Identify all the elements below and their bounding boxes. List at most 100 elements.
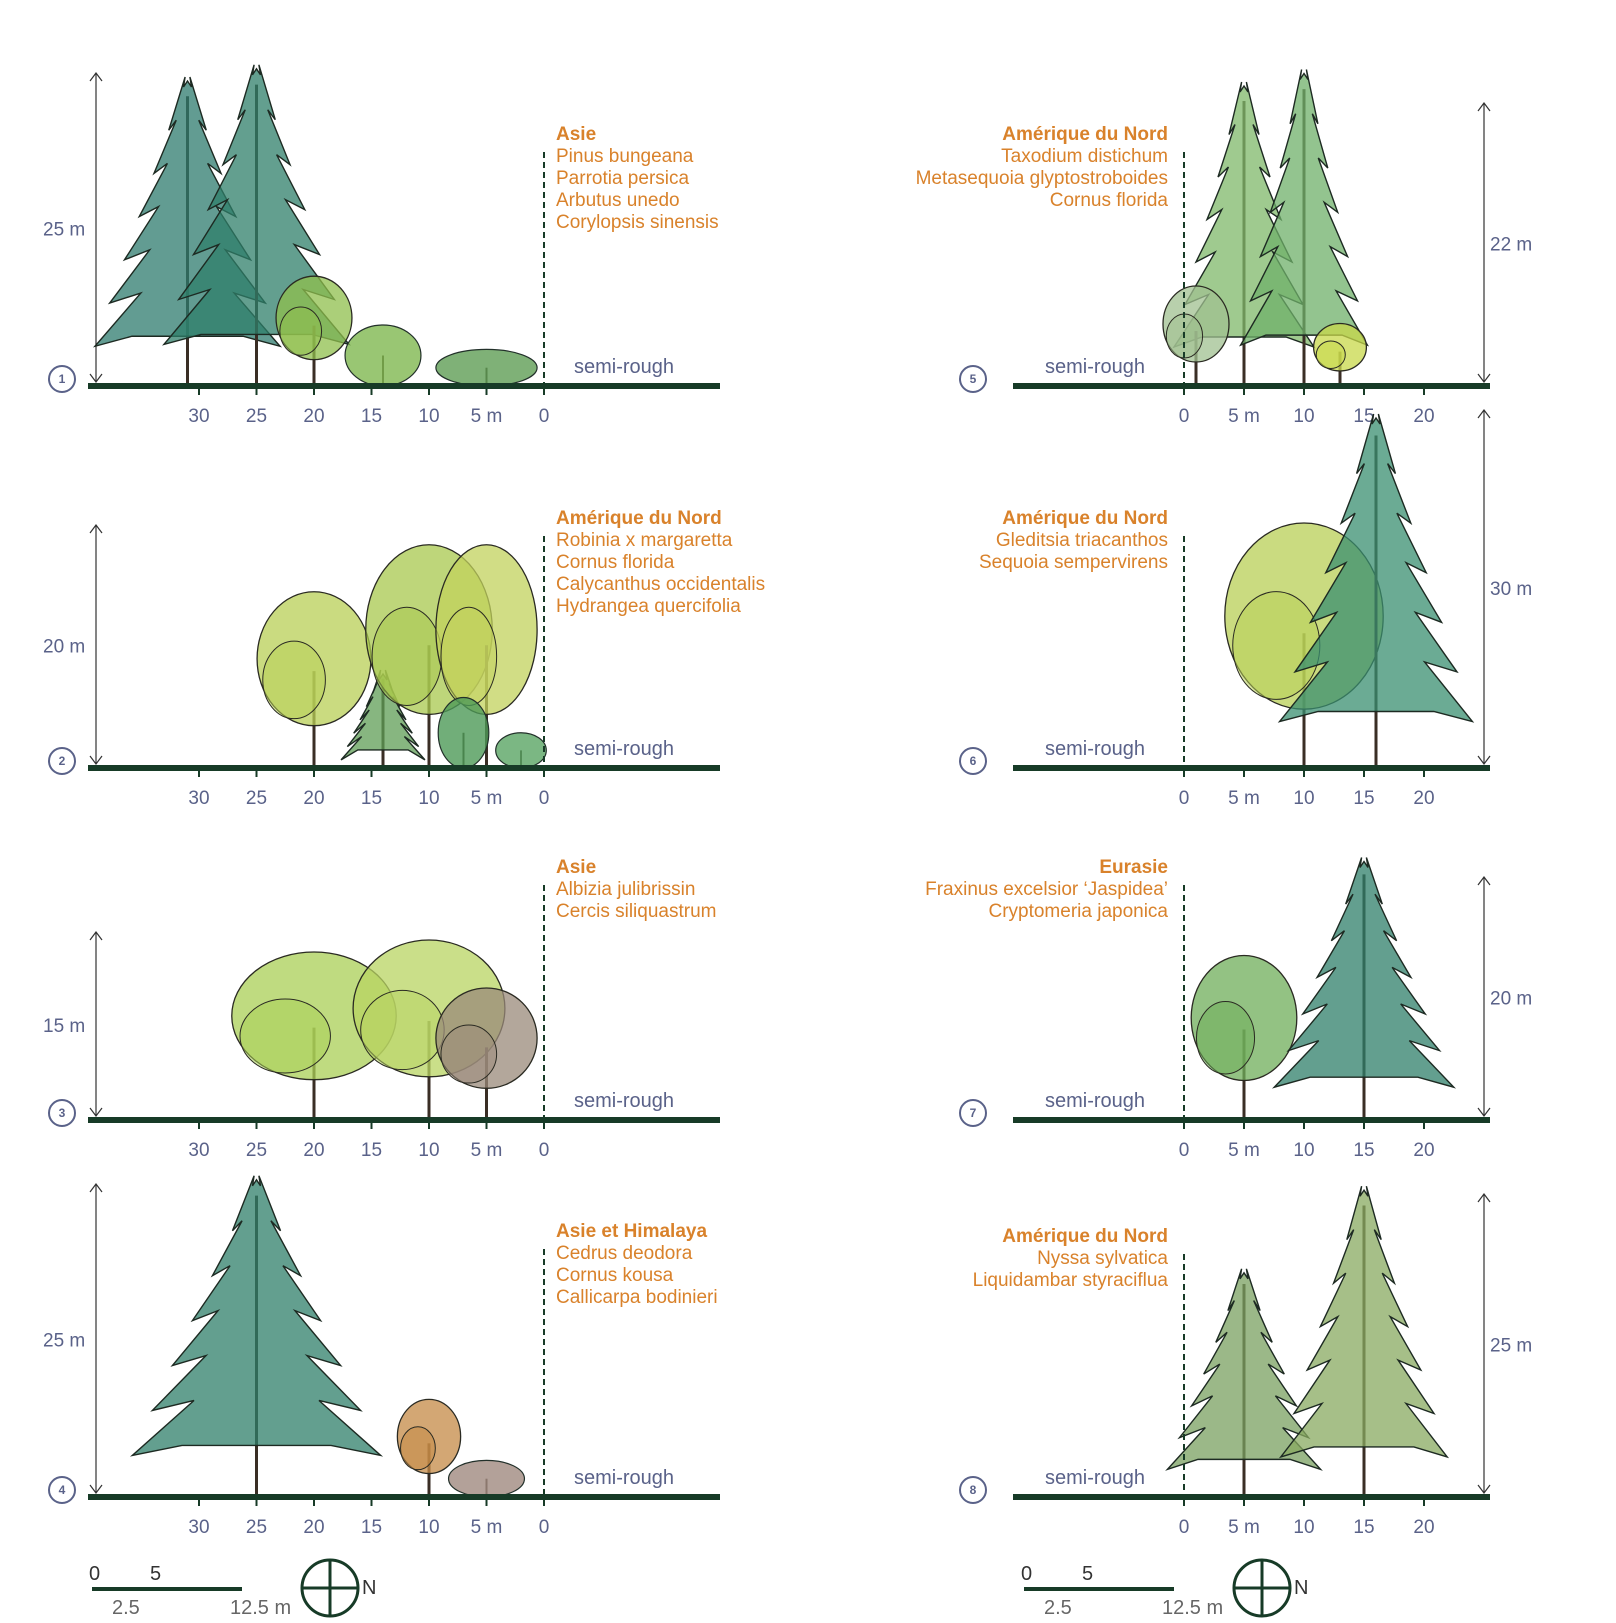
height-label: 20 m <box>1490 989 1532 1010</box>
tree-broadleaf <box>231 951 397 1120</box>
axis-tick-label: 5 m <box>471 1517 503 1538</box>
section-panel-5: 22 m 0 5 m 10 15 20 5 semi-rough Amérique du Nor… <box>916 69 1532 427</box>
species-name: Cornus kousa <box>556 1265 674 1286</box>
species-name: Cedrus deodora <box>556 1243 693 1264</box>
tree-conifer <box>1277 413 1475 768</box>
tree-canopy-lobe <box>262 640 326 720</box>
panel-number-badge <box>48 1099 76 1127</box>
tree-canopy-lobe <box>1232 591 1321 700</box>
species-name: Arbutus unedo <box>556 190 680 211</box>
tree-canopy-lobe <box>360 989 445 1071</box>
section-panel-2: 20 m 30 25 20 15 10 5 m 0 2 semi-rough Amérique du… <box>43 508 765 809</box>
axis-tick-label: 5 m <box>1228 1140 1260 1161</box>
ground-label: semi-rough <box>1045 1090 1145 1112</box>
axis-tick-label: 25 <box>246 1517 267 1538</box>
ground-label: semi-rough <box>574 356 674 378</box>
region-title: Amérique du Nord <box>556 508 722 529</box>
axis-tick-label: 0 <box>1179 1140 1190 1161</box>
tree-broadleaf <box>1162 285 1230 386</box>
tree-conifer <box>1278 1186 1450 1497</box>
axis-tick-label: 20 <box>1413 406 1434 427</box>
height-arrow-top-icon <box>89 524 103 534</box>
tree-canopy <box>1278 1186 1450 1459</box>
axis-tick-label: 20 <box>303 788 324 809</box>
axis-tick-label: 15 <box>361 1517 382 1538</box>
tree-canopy <box>129 1175 384 1457</box>
tree-canopy <box>161 64 352 346</box>
species-name: Pinus bungeana <box>556 146 694 167</box>
tree-broadleaf <box>396 1398 462 1497</box>
height-arrow-bottom-icon <box>89 373 103 383</box>
shrub-canopy <box>447 1459 526 1498</box>
tree-canopy-lobe <box>371 606 443 706</box>
axis-tick-label: 20 <box>1413 1517 1434 1538</box>
axis-tick-label: 0 <box>1179 788 1190 809</box>
ground-label: semi-rough <box>1045 356 1145 378</box>
height-arrow-top-icon <box>89 72 103 82</box>
tree-shrub <box>495 732 547 769</box>
axis-tick-label: 30 <box>188 406 209 427</box>
tree-conifer <box>161 64 352 386</box>
height-arrow-bottom-icon <box>1477 1107 1491 1117</box>
height-arrow-bottom-icon <box>1477 1484 1491 1494</box>
tree-broadleaf <box>435 987 538 1120</box>
tree-canopy <box>1271 857 1457 1089</box>
species-name: Gleditsia triacanthos <box>996 530 1168 551</box>
axis-tick-label: 20 <box>303 1140 324 1161</box>
tree-conifer <box>129 1175 384 1497</box>
axis-tick-label: 15 <box>361 1140 382 1161</box>
axis-tick-label: 5 m <box>471 788 503 809</box>
tree-conifer <box>1238 69 1370 386</box>
region-title: Asie et Himalaya <box>556 1221 707 1242</box>
ground-label: semi-rough <box>1045 738 1145 760</box>
ground-line <box>1013 765 1490 771</box>
panel-number: 2 <box>59 754 66 768</box>
tree-broadleaf <box>256 591 372 768</box>
axis-tick-label: 10 <box>418 788 439 809</box>
species-name: Cercis siliquastrum <box>556 901 716 922</box>
panel-number-badge <box>959 747 987 775</box>
scale-bar-line <box>92 1587 242 1591</box>
scale-label-top: 5 <box>150 1563 161 1585</box>
panel-number: 3 <box>59 1106 66 1120</box>
axis-tick-label: 20 <box>1413 788 1434 809</box>
tree-broadleaf <box>1190 954 1298 1120</box>
shrub-canopy <box>344 324 422 387</box>
tree-canopy <box>1238 69 1370 347</box>
ground-line <box>88 1494 720 1500</box>
ground-line <box>88 1117 720 1123</box>
axis-tick-label: 25 <box>246 788 267 809</box>
axis-tick-label: 15 <box>361 406 382 427</box>
shrub-canopy <box>495 732 547 769</box>
axis-tick-label: 5 m <box>1228 406 1260 427</box>
panel-number: 5 <box>970 372 977 386</box>
axis-tick-label: 0 <box>539 1140 550 1161</box>
compass-north-label: N <box>362 1577 376 1599</box>
scale-bar-1: 0 5 2.5 12.5 m N <box>89 1558 376 1619</box>
height-label: 30 m <box>1490 579 1532 600</box>
tree-shrub <box>435 348 538 387</box>
height-label: 25 m <box>1490 1336 1532 1357</box>
panel-number-badge <box>959 1476 987 1504</box>
axis-tick-label: 10 <box>1293 1517 1314 1538</box>
tree-canopy-lobe <box>440 1024 498 1084</box>
species-name: Corylopsis sinensis <box>556 212 719 233</box>
axis-tick-label: 15 <box>1353 1517 1374 1538</box>
scale-label-top: 5 <box>1082 1563 1093 1585</box>
ground-label: semi-rough <box>1045 1467 1145 1489</box>
section-panel-8: 25 m 0 5 m 10 15 20 8 semi-rough Amérique du Nor… <box>959 1186 1532 1538</box>
axis-tick-label: 5 m <box>471 406 503 427</box>
region-title: Asie <box>556 857 596 878</box>
axis-tick-label: 0 <box>1179 406 1190 427</box>
ground-label: semi-rough <box>574 738 674 760</box>
tree-canopy-lobe <box>400 1426 436 1471</box>
height-label: 15 m <box>43 1016 85 1037</box>
height-arrow-bottom-icon <box>89 1107 103 1117</box>
panel-number-badge <box>48 747 76 775</box>
tree-canopy <box>1165 1268 1323 1471</box>
species-name: Taxodium distichum <box>1001 146 1168 167</box>
height-arrow-bottom-icon <box>1477 755 1491 765</box>
